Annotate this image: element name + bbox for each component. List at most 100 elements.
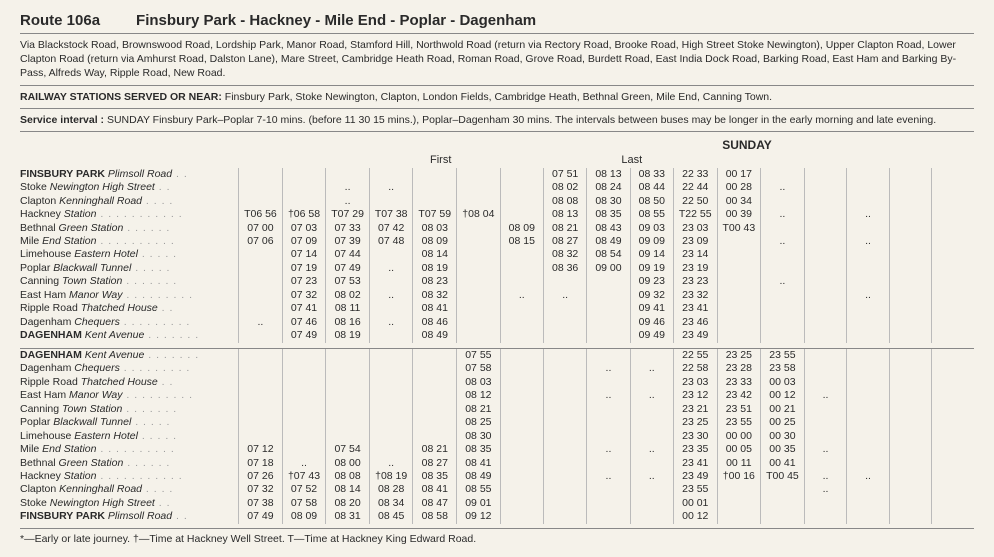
time-cell: .. (761, 275, 805, 288)
time-cell (717, 483, 761, 496)
time-cell (847, 329, 890, 342)
time-cell (369, 362, 413, 375)
stop-name: Dagenham Chequers . . . . . . . . . (20, 316, 239, 329)
time-cell (717, 235, 761, 248)
time-cell (932, 389, 974, 402)
time-cell (457, 329, 501, 342)
time-cell (500, 389, 543, 402)
table-row: Mile End Station . . . . . . . . . .07 0… (20, 235, 974, 248)
time-cell: 07 55 (457, 349, 501, 363)
table-row: Stoke Newington High Street . .....08 02… (20, 181, 974, 194)
time-cell (889, 483, 931, 496)
time-cell (932, 443, 974, 456)
time-cell (413, 430, 457, 443)
time-cell (282, 443, 326, 456)
time-cell (630, 376, 673, 389)
time-cell (369, 275, 413, 288)
stop-name: Canning Town Station . . . . . . . (20, 403, 239, 416)
table-row: Bethnal Green Station . . . . . .07 0007… (20, 222, 974, 235)
time-cell: 22 58 (673, 362, 717, 375)
time-cell (761, 329, 805, 342)
time-cell: 23 55 (673, 483, 717, 496)
time-cell (932, 329, 974, 342)
time-cell: 07 19 (282, 262, 326, 275)
time-cell (413, 389, 457, 402)
time-cell: 08 49 (457, 470, 501, 483)
time-cell: 08 03 (413, 222, 457, 235)
table-row: Dagenham Chequers . . . . . . . . .07 58… (20, 362, 974, 375)
time-cell (587, 329, 630, 342)
time-cell (804, 416, 847, 429)
time-cell (543, 483, 586, 496)
time-cell (587, 349, 630, 363)
time-cell (630, 416, 673, 429)
service-interval: Service interval : SUNDAY Finsbury Park–… (20, 113, 974, 127)
time-cell (543, 349, 586, 363)
time-cell: 07 39 (326, 235, 370, 248)
time-cell (889, 389, 931, 402)
time-cell (457, 302, 501, 315)
time-cell (500, 208, 543, 221)
time-cell: 00 35 (761, 443, 805, 456)
time-cell (500, 329, 543, 342)
time-cell (239, 195, 283, 208)
time-cell: 08 09 (413, 235, 457, 248)
time-cell: 09 14 (630, 248, 673, 261)
time-cell (326, 403, 370, 416)
table-row: Poplar Blackwall Tunnel . . . . .07 1907… (20, 262, 974, 275)
time-cell: 23 12 (673, 389, 717, 402)
time-cell (587, 376, 630, 389)
time-cell (369, 376, 413, 389)
stop-name: Hackney Station . . . . . . . . . . . (20, 208, 239, 221)
time-cell: 07 53 (326, 275, 370, 288)
time-cell: 07 48 (369, 235, 413, 248)
time-cell (932, 248, 974, 261)
time-cell (326, 416, 370, 429)
time-cell (847, 181, 890, 194)
time-cell (413, 349, 457, 363)
time-cell (804, 403, 847, 416)
time-cell (847, 443, 890, 456)
time-cell (369, 403, 413, 416)
time-cell (326, 362, 370, 375)
time-cell: 00 30 (761, 430, 805, 443)
time-cell: †08 19 (369, 470, 413, 483)
time-cell: .. (761, 235, 805, 248)
time-cell (543, 316, 586, 329)
time-cell (457, 235, 501, 248)
time-cell: .. (847, 289, 890, 302)
time-cell: 00 34 (717, 195, 761, 208)
time-cell (804, 457, 847, 470)
time-cell (847, 376, 890, 389)
time-cell (587, 289, 630, 302)
time-cell (500, 416, 543, 429)
stop-name: DAGENHAM Kent Avenue . . . . . . . (20, 329, 239, 342)
time-cell: .. (847, 470, 890, 483)
time-cell (717, 262, 761, 275)
time-cell (369, 430, 413, 443)
time-cell: .. (630, 443, 673, 456)
table-row: Poplar Blackwall Tunnel . . . . .08 2523… (20, 416, 974, 429)
time-cell (500, 316, 543, 329)
time-cell: 23 46 (673, 316, 717, 329)
time-cell: 23 49 (673, 470, 717, 483)
time-cell: 23 35 (673, 443, 717, 456)
time-cell: 08 14 (326, 483, 370, 496)
time-cell: .. (326, 181, 370, 194)
time-cell (847, 483, 890, 496)
time-cell (761, 248, 805, 261)
time-cell: 23 14 (673, 248, 717, 261)
table-row: East Ham Manor Way . . . . . . . . .08 1… (20, 389, 974, 402)
time-cell: 08 24 (587, 181, 630, 194)
route-name: Finsbury Park - Hackney - Mile End - Pop… (136, 12, 536, 29)
time-cell: 08 50 (630, 195, 673, 208)
time-cell: T07 59 (413, 208, 457, 221)
stop-name: East Ham Manor Way . . . . . . . . . (20, 289, 239, 302)
time-cell: .. (587, 362, 630, 375)
time-cell: 09 19 (630, 262, 673, 275)
time-cell (457, 222, 501, 235)
time-cell: 08 13 (587, 168, 630, 181)
table-row: Canning Town Station . . . . . . .08 212… (20, 403, 974, 416)
time-cell: 07 32 (239, 483, 283, 496)
time-cell (804, 235, 847, 248)
